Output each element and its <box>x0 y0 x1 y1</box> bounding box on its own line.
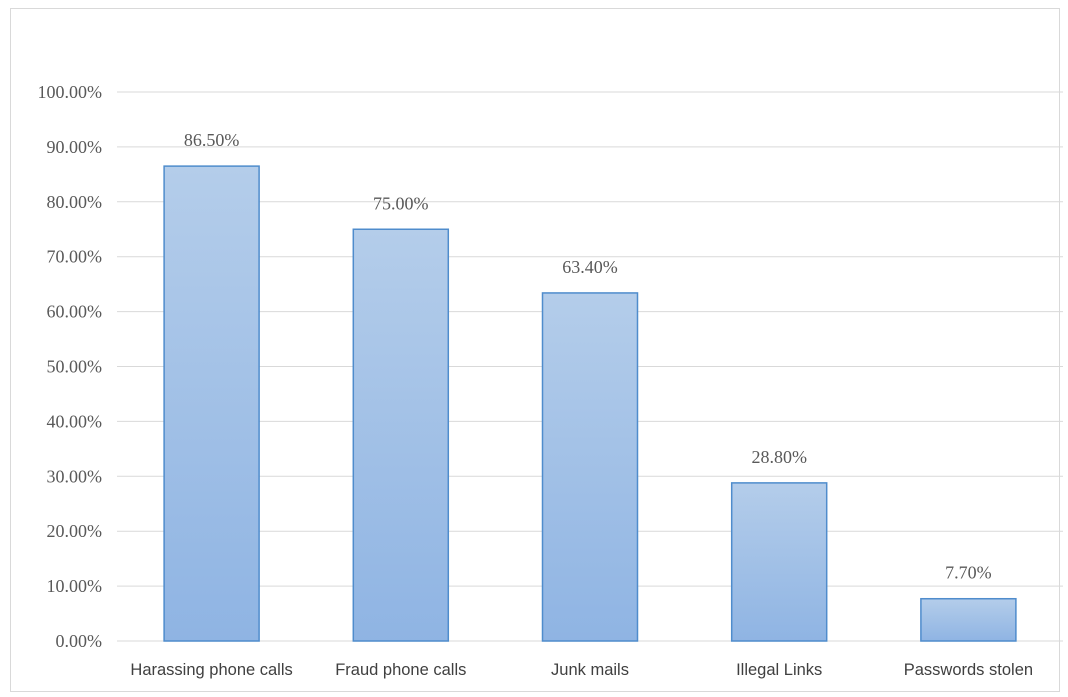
data-labels: 86.50% 75.00% 63.40% 28.80% 7.70% <box>184 130 992 583</box>
y-tick-label: 60.00% <box>47 302 103 322</box>
y-tick-label: 90.00% <box>47 137 103 157</box>
y-tick-label: 0.00% <box>56 631 103 651</box>
y-tick-label: 50.00% <box>47 357 103 377</box>
x-axis-category-labels: Harassing phone calls Fraud phone calls Ju… <box>130 661 1033 679</box>
data-label: 75.00% <box>373 193 429 213</box>
y-tick-label: 40.00% <box>47 411 103 431</box>
data-label: 86.50% <box>184 130 240 150</box>
y-axis-tick-labels: 0.00% 10.00% 20.00% 30.00% 40.00% 50.00% 60.00… <box>38 82 103 651</box>
y-tick-label: 70.00% <box>47 247 103 267</box>
category-label: Illegal Links <box>736 661 822 679</box>
y-tick-label: 30.00% <box>47 466 103 486</box>
bar <box>541 292 639 642</box>
bar <box>352 228 450 642</box>
category-label: Passwords stolen <box>904 661 1033 679</box>
data-label: 7.70% <box>945 563 992 583</box>
bar <box>163 165 260 642</box>
data-label: 63.40% <box>562 257 618 277</box>
data-label: 28.80% <box>751 447 807 467</box>
gridlines <box>117 91 1063 642</box>
y-tick-label: 80.00% <box>47 192 103 212</box>
y-tick-label: 20.00% <box>47 521 103 541</box>
bars <box>163 165 1017 642</box>
bar <box>730 482 828 642</box>
y-tick-label: 100.00% <box>38 82 103 102</box>
bar <box>920 597 1017 642</box>
category-label: Junk mails <box>551 661 629 679</box>
category-label: Harassing phone calls <box>130 661 292 679</box>
y-tick-label: 10.00% <box>47 576 103 596</box>
category-label: Fraud phone calls <box>335 661 466 679</box>
